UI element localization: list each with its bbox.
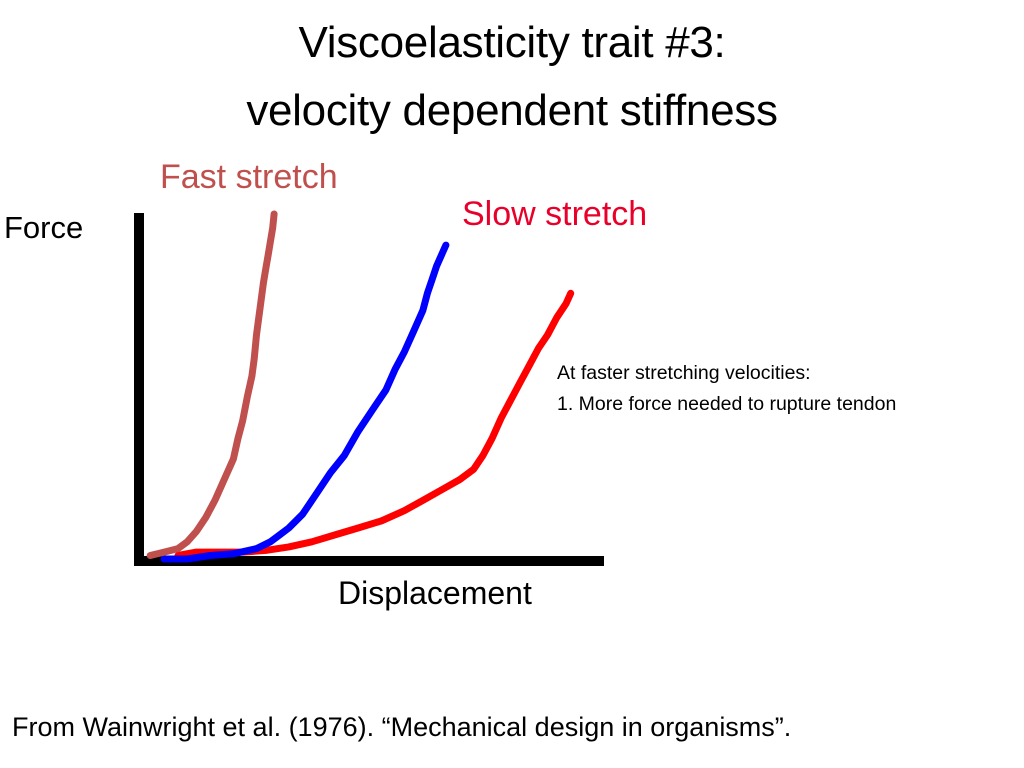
fast-stretch-curve [146, 210, 278, 559]
slow-stretch-label: Slow stretch [462, 195, 648, 233]
y-axis-label: Force [4, 210, 84, 245]
citation: From Wainwright et al. (1976). “Mechanic… [12, 712, 792, 742]
fast-stretch-label: Fast stretch [160, 158, 338, 196]
x-axis-label: Displacement [338, 575, 532, 611]
slide-title-line-2: velocity dependent stiffness [246, 86, 778, 135]
note-heading: At faster stretching velocities: [557, 362, 811, 384]
medium-stretch-curve [160, 241, 450, 563]
slow-stretch-curve [174, 289, 575, 559]
slide-title-line-1: Viscoelasticity trait #3: [298, 18, 726, 67]
note-item-1: 1. More force needed to rupture tendon [557, 393, 897, 415]
